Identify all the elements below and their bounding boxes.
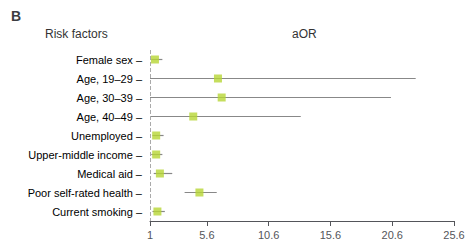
svg-text:20.6: 20.6 xyxy=(382,229,403,241)
svg-text:Age, 30–39 –: Age, 30–39 – xyxy=(77,92,143,104)
svg-text:1: 1 xyxy=(147,229,153,241)
svg-text:15.6: 15.6 xyxy=(320,229,341,241)
svg-text:Poor self-rated health –: Poor self-rated health – xyxy=(28,187,143,199)
svg-text:Upper-middle income –: Upper-middle income – xyxy=(28,149,143,161)
svg-text:Risk factors: Risk factors xyxy=(45,27,108,41)
svg-text:Medical aid –: Medical aid – xyxy=(77,168,143,180)
svg-text:Age, 40–49 –: Age, 40–49 – xyxy=(77,111,143,123)
svg-text:Age, 19–29 –: Age, 19–29 – xyxy=(77,73,143,85)
svg-text:Unemployed –: Unemployed – xyxy=(71,130,143,142)
svg-text:B: B xyxy=(11,8,21,24)
svg-text:10.6: 10.6 xyxy=(258,229,279,241)
svg-text:25.6: 25.6 xyxy=(443,229,464,241)
svg-text:Current smoking –: Current smoking – xyxy=(52,206,143,218)
svg-text:5.6: 5.6 xyxy=(199,229,214,241)
svg-text:Female sex –: Female sex – xyxy=(76,54,143,66)
svg-text:aOR: aOR xyxy=(292,27,317,41)
